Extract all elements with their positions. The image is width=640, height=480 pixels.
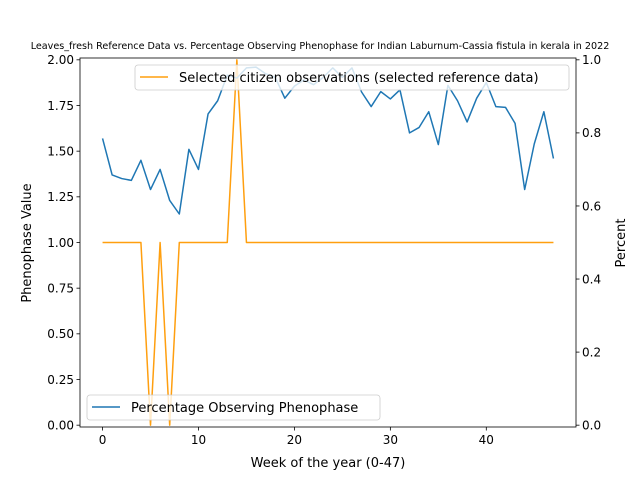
plot-frame <box>79 57 577 428</box>
left-y-tick-label: 0.00 <box>47 418 74 432</box>
left-y-axis-ticks: 0.00 0.25 0.50 0.75 1.00 1.25 1.50 1.75 2.00 <box>47 53 80 432</box>
left-y-tick-label: 0.50 <box>47 327 74 341</box>
left-y-axis-label: Phenophase Value <box>20 183 35 302</box>
x-tick-label: 10 <box>191 433 206 447</box>
left-y-tick-label: 1.75 <box>47 99 74 113</box>
x-tick-label: 30 <box>383 433 398 447</box>
legend-label-reference: Selected citizen observations (selected … <box>179 71 539 86</box>
right-y-tick-label: 0.2 <box>582 345 601 359</box>
x-axis-ticks: 0 10 20 30 40 <box>99 427 494 447</box>
left-y-tick-label: 1.00 <box>47 236 74 250</box>
chart-title: Leaves_fresh Reference Data vs. Percenta… <box>31 41 610 52</box>
right-y-tick-label: 0.6 <box>582 199 601 213</box>
right-y-axis-ticks: 0.0 0.2 0.4 0.6 0.8 1.0 <box>576 53 601 432</box>
legend-frame <box>86 394 381 421</box>
left-y-tick-label: 0.25 <box>47 373 74 387</box>
x-tick-label: 40 <box>479 433 494 447</box>
right-y-tick-label: 0.0 <box>582 418 601 432</box>
x-tick-label: 20 <box>287 433 302 447</box>
legend-bottom-left: Percentage Observing Phenophase <box>86 394 381 421</box>
right-y-axis-label: Percent <box>614 219 629 268</box>
right-y-tick-label: 0.8 <box>582 126 601 140</box>
left-y-tick-label: 1.25 <box>47 190 74 204</box>
series-line-reference <box>102 59 554 426</box>
legend-frame <box>134 64 570 91</box>
x-tick-label: 0 <box>99 433 107 447</box>
right-y-tick-label: 0.4 <box>582 272 601 286</box>
left-y-tick-label: 2.00 <box>47 53 74 67</box>
legend-top-right: Selected citizen observations (selected … <box>134 64 570 91</box>
right-y-tick-label: 1.0 <box>582 53 601 67</box>
legend-label-percentage: Percentage Observing Phenophase <box>131 401 358 416</box>
x-axis-label: Week of the year (0-47) <box>251 456 406 471</box>
left-y-tick-label: 0.75 <box>47 281 74 295</box>
left-y-tick-label: 1.50 <box>47 144 74 158</box>
